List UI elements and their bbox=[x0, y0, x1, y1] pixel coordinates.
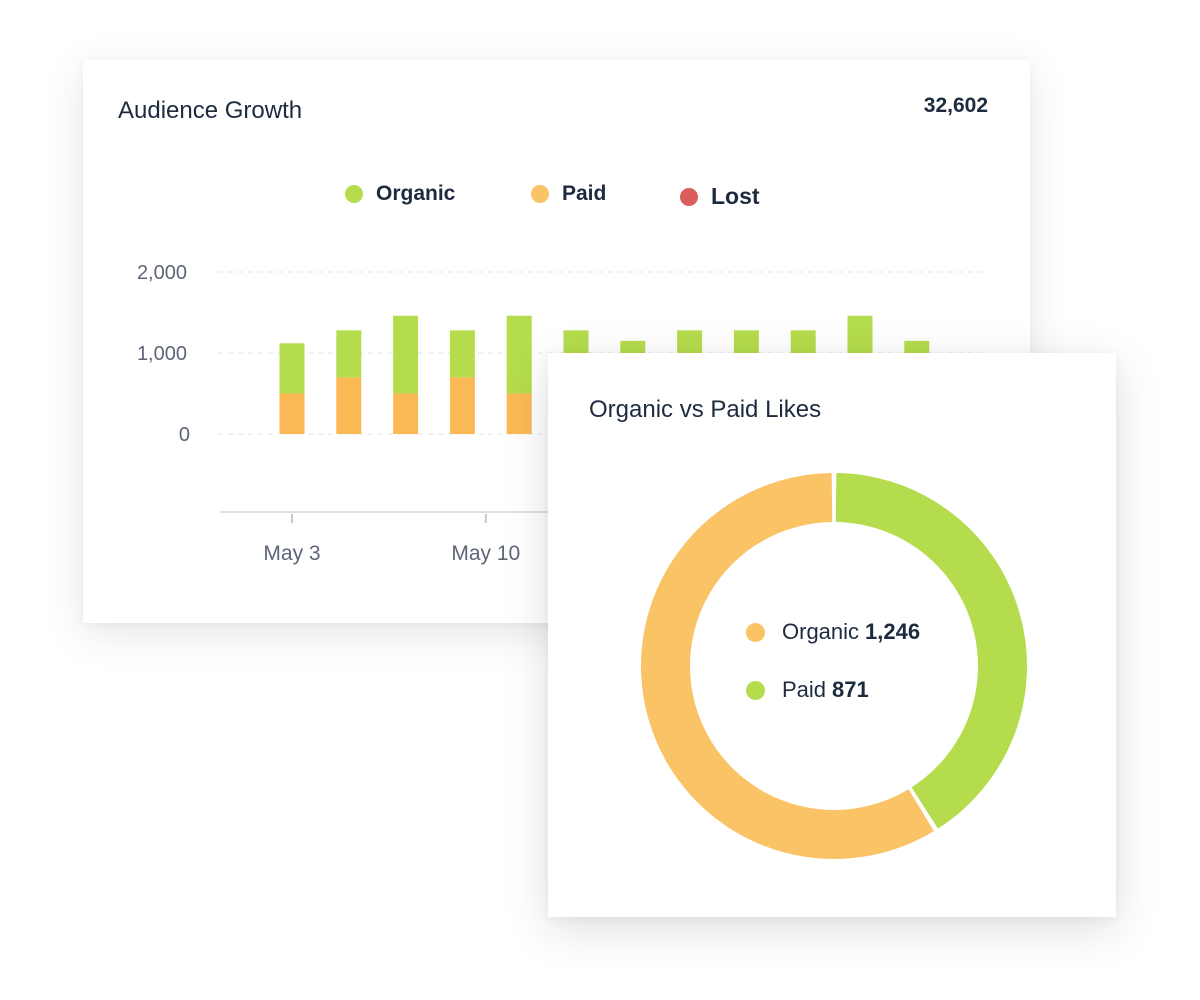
likes-title: Organic vs Paid Likes bbox=[589, 396, 822, 423]
organic-dot-icon bbox=[746, 622, 765, 642]
legend-label-paid: Paid bbox=[562, 182, 607, 205]
bar-paid bbox=[336, 377, 362, 434]
legend-item-lost[interactable]: Lost bbox=[680, 183, 760, 210]
lost-dot-icon bbox=[680, 187, 698, 206]
legend-label-lost: Lost bbox=[711, 183, 760, 209]
organic-vs-paid-card: Organic vs Paid Likes Organic 1,246 Paid… bbox=[548, 353, 1116, 917]
bar-organic bbox=[506, 315, 532, 394]
audience-growth-total: 32,602 bbox=[923, 94, 988, 117]
donut-legend-organic-label: Organic bbox=[782, 619, 860, 644]
y-tick-label: 2,000 bbox=[137, 262, 187, 284]
donut-legend-paid-label: Paid bbox=[782, 677, 827, 702]
likes-donut-chart bbox=[640, 473, 1027, 859]
bar-paid bbox=[449, 377, 475, 434]
organic-dot-icon bbox=[345, 185, 363, 203]
x-tick-label: May 10 bbox=[451, 542, 520, 565]
legend-item-paid[interactable]: Paid bbox=[531, 182, 606, 206]
bar-paid bbox=[506, 393, 532, 434]
bar-organic bbox=[279, 343, 305, 394]
bar-organic bbox=[336, 330, 362, 378]
legend-label-organic: Organic bbox=[376, 182, 456, 205]
donut-slice-paid bbox=[835, 473, 1027, 829]
bar-organic bbox=[449, 330, 475, 378]
donut-legend-paid: Paid 871 bbox=[746, 677, 869, 703]
donut-slices bbox=[640, 473, 1027, 859]
y-tick-label: 0 bbox=[179, 424, 190, 446]
audience-growth-title: Audience Growth bbox=[118, 97, 303, 124]
donut-legend-paid-value: 871 bbox=[832, 677, 869, 702]
x-tick-label: May 3 bbox=[263, 542, 320, 565]
bar-paid bbox=[279, 393, 305, 434]
donut-legend-organic: Organic 1,246 bbox=[746, 619, 920, 645]
donut-legend-organic-value: 1,246 bbox=[865, 619, 921, 644]
y-tick-label: 1,000 bbox=[137, 343, 187, 365]
paid-dot-icon bbox=[746, 680, 765, 700]
paid-dot-icon bbox=[531, 185, 549, 203]
bar-organic bbox=[393, 315, 419, 394]
legend-item-organic[interactable]: Organic bbox=[345, 182, 455, 206]
bar-paid bbox=[393, 393, 419, 434]
y-axis-ticks: 0 1,000 2,000 bbox=[137, 262, 190, 446]
donut-slice-organic bbox=[640, 473, 934, 859]
